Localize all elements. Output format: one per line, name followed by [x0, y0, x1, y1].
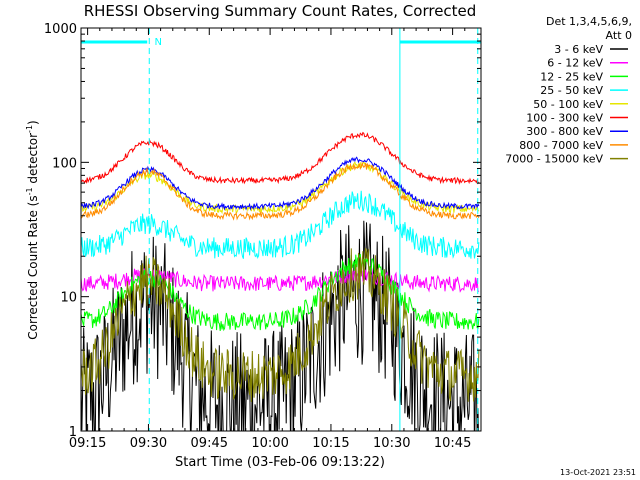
legend-label-5: 50 - 100 keV — [533, 98, 603, 111]
y-tick-label-3: 100 — [52, 156, 77, 171]
series-line-8 — [81, 161, 480, 221]
series-line-5 — [81, 160, 480, 215]
axis-layer: 09:15 09:30 09:45 10:00 10:15 10:30 10:45 1 10 10… — [44, 22, 481, 451]
y-axis-label-sup2: -1 — [25, 125, 34, 133]
plot-frame — [80, 27, 482, 432]
x-tick-label-2: 09:30 — [130, 436, 167, 451]
x-tick-label-7: 10:45 — [434, 436, 471, 451]
series-line-6 — [81, 131, 480, 185]
x-tick-label-1: 09:15 — [69, 436, 106, 451]
x-tick-label-4: 10:00 — [251, 436, 288, 451]
x-axis-label: Start Time (03-Feb-06 09:13:22) — [175, 455, 385, 470]
x-tick-label-5: 10:15 — [312, 436, 349, 451]
x-tick-label-6: 10:30 — [373, 436, 410, 451]
y-axis-label: Corrected Count Rate (s-1 detector-1) — [25, 120, 40, 339]
y-axis-label-sup1: -1 — [25, 187, 34, 195]
legend-label-4: 25 - 50 keV — [540, 84, 603, 97]
x-tick-label-3: 09:45 — [191, 436, 228, 451]
marker-label-1: N — [155, 37, 162, 48]
generation-timestamp: 13-Oct-2021 23:51 — [560, 468, 636, 477]
y-axis-label-end: ) — [26, 120, 40, 125]
series-layer — [81, 131, 480, 431]
legend-label-7: 300 - 800 keV — [526, 125, 603, 138]
y-tick-label-1: 1 — [69, 425, 77, 440]
legend-label-2: 6 - 12 keV — [547, 57, 603, 70]
legend-label-1: 3 - 6 keV — [554, 43, 603, 56]
series-group — [81, 131, 480, 431]
series-line-9 — [81, 247, 480, 403]
legend-header-line-1: Det 1,3,4,5,6,9, — [546, 15, 632, 28]
y-tick-label-2: 10 — [60, 291, 77, 306]
series-line-4 — [81, 190, 480, 259]
legend-header-line-2: Att 0 — [606, 29, 632, 42]
legend-label-6: 100 - 300 keV — [526, 112, 603, 125]
legend-label-9: 7000 - 15000 keV — [505, 153, 603, 166]
legend-label-3: 12 - 25 keV — [540, 70, 603, 83]
y-axis-label-mid: detector — [26, 133, 40, 188]
chart-title: RHESSI Observing Summary Count Rates, Co… — [84, 2, 477, 20]
y-tick-label-4: 1000 — [44, 22, 77, 37]
legend-label-8: 800 - 7000 keV — [519, 139, 603, 152]
y-axis-label-main: Corrected Count Rate (s — [26, 195, 40, 339]
series-line-1 — [81, 220, 479, 431]
